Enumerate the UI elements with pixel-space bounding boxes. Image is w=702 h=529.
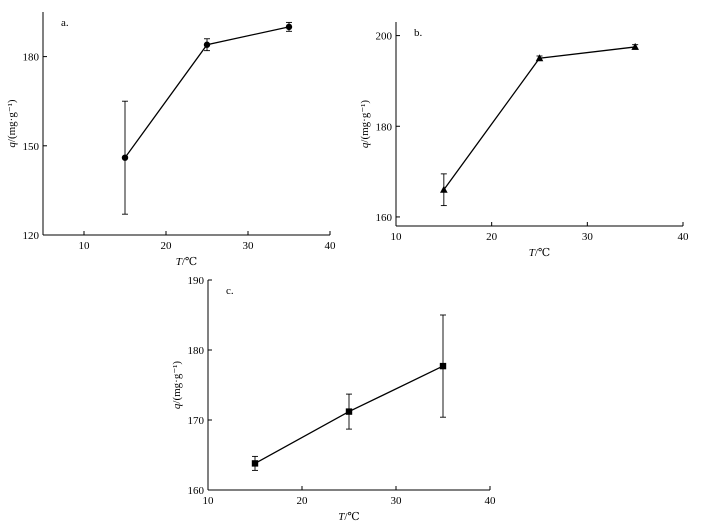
panel-c-y-axis-var: q bbox=[171, 403, 183, 409]
panel-a-y-axis-var: q bbox=[6, 142, 18, 148]
panel-b-x-tick-label: 20 bbox=[486, 231, 498, 243]
panel-a-y-axis-unit: /(mg·g⁻¹) bbox=[6, 99, 18, 142]
panel-c-y-tick-label: 180 bbox=[188, 345, 205, 357]
panel-a-x-tick-label: 10 bbox=[79, 240, 91, 252]
panel-c-x-axis-unit: /℃ bbox=[344, 511, 359, 523]
panel-a-y-tick-label: 150 bbox=[23, 141, 40, 153]
panel-b-y-tick-label: 160 bbox=[376, 212, 393, 224]
panel-c-y-axis-title: q/(mg·g⁻¹) bbox=[171, 361, 183, 410]
panel-a: 10 20 30 40 120 150 180 a. T/℃ q/(mg·g⁻¹) bbox=[6, 12, 336, 268]
panel-b-y-tick-label: 180 bbox=[376, 121, 393, 133]
panel-b-y-axis-unit: /(mg·g⁻¹) bbox=[359, 100, 371, 143]
panel-b-x-axis-unit: /℃ bbox=[535, 247, 550, 259]
panel-a-x-axis-var: T bbox=[176, 256, 183, 268]
panel-c-y-axis-unit: /(mg·g⁻¹) bbox=[171, 361, 183, 404]
panel-a-x-axis-unit: /℃ bbox=[182, 256, 197, 268]
panel-c-x-tick-label: 40 bbox=[485, 495, 497, 507]
panel-c-x-tick-label: 10 bbox=[203, 495, 215, 507]
panel-b-x-tick-label: 40 bbox=[678, 231, 690, 243]
panel-b-x-tick-label: 30 bbox=[582, 231, 594, 243]
panel-b-x-tick-label: 10 bbox=[391, 231, 403, 243]
panel-c-data-point bbox=[251, 460, 259, 467]
panel-c-label: c. bbox=[226, 285, 234, 297]
panel-a-y-axis-title: q/(mg·g⁻¹) bbox=[6, 99, 18, 148]
panel-c-x-axis-title: T/℃ bbox=[338, 511, 360, 523]
panel-b-data-point bbox=[535, 54, 544, 62]
panel-a-x-tick-label: 20 bbox=[161, 240, 173, 252]
panel-a-x-tick-label: 30 bbox=[243, 240, 255, 252]
panel-c-x-tick-label: 20 bbox=[297, 495, 309, 507]
panel-b-x-axis-title: T/℃ bbox=[529, 247, 551, 259]
panel-a-x-tick-label: 40 bbox=[325, 240, 337, 252]
panel-c-y-tick-label: 190 bbox=[188, 275, 205, 287]
panel-a-label: a. bbox=[61, 17, 69, 29]
panel-b-series-line bbox=[443, 46, 636, 191]
panel-a-data-point bbox=[121, 154, 129, 161]
panel-c-y-tick-label: 160 bbox=[188, 485, 205, 497]
panel-c: 10 20 30 40 160 170 180 190 c. T/℃ q/(mg·g⁻¹) bbox=[171, 275, 496, 523]
panel-b-data-point bbox=[440, 185, 448, 193]
panel-b-x-axis-var: T bbox=[529, 247, 536, 259]
panel-b-y-axis-title: q/(mg·g⁻¹) bbox=[359, 100, 371, 149]
panel-b: 10 20 30 40 160 180 200 b. T/℃ q/(mg·g⁻¹) bbox=[359, 22, 689, 259]
panel-c-x-axis-var: T bbox=[338, 511, 345, 523]
panel-b-data-point bbox=[631, 42, 639, 50]
panel-a-x-axis-title: T/℃ bbox=[176, 256, 198, 268]
panel-b-y-tick-label: 200 bbox=[376, 31, 393, 43]
panel-c-data-point bbox=[345, 408, 353, 415]
panel-c-y-tick-label: 170 bbox=[188, 415, 205, 427]
panel-a-y-tick-label: 180 bbox=[23, 52, 40, 64]
panel-c-x-tick-label: 30 bbox=[391, 495, 403, 507]
panel-c-data-point bbox=[439, 362, 447, 370]
panel-a-data-point bbox=[285, 23, 293, 31]
panel-b-y-axis-var: q bbox=[359, 142, 371, 148]
panel-b-label: b. bbox=[414, 27, 423, 39]
panel-a-data-point bbox=[203, 41, 211, 48]
panel-a-y-tick-label: 120 bbox=[23, 230, 40, 242]
